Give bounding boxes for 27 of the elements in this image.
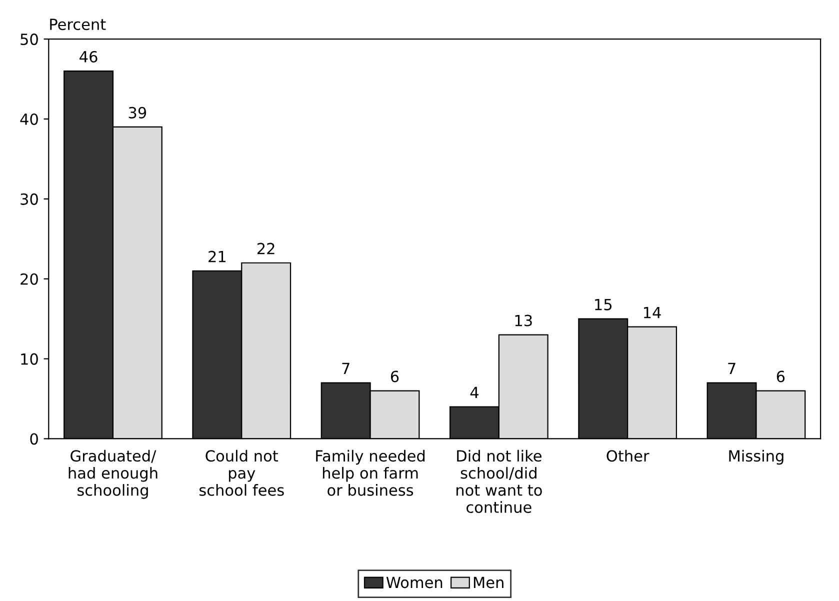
data-label: 13 xyxy=(515,314,532,326)
x-tick-label: Could not pay school fees xyxy=(199,450,284,496)
y-axis-title: Percent xyxy=(50,18,106,30)
y-tick-label: 0 xyxy=(30,433,38,445)
legend-label: Men xyxy=(474,576,504,588)
data-label: 46 xyxy=(80,50,98,63)
x-tick-label: Family needed help on farm or business xyxy=(316,450,425,496)
x-tick-label: Missing xyxy=(729,450,784,465)
y-tick-label: 10 xyxy=(21,353,38,365)
data-label: 39 xyxy=(128,106,146,118)
data-label: 7 xyxy=(728,362,736,374)
data-label: 6 xyxy=(390,370,399,382)
x-tick-label: Did not like school/did not want to continue xyxy=(456,450,542,513)
x-tick-label: Graduated/ had enough schooling xyxy=(68,450,158,499)
data-label: 6 xyxy=(776,370,785,382)
y-tick-label: 30 xyxy=(20,193,38,205)
y-tick-label: 20 xyxy=(20,273,38,285)
data-label: 15 xyxy=(595,298,612,310)
data-label: 21 xyxy=(208,250,226,262)
data-label: 4 xyxy=(470,386,478,398)
data-label: 22 xyxy=(257,242,274,254)
data-label: 7 xyxy=(342,362,350,374)
y-tick-label: 40 xyxy=(20,113,38,126)
y-tick-label: 50 xyxy=(20,34,38,46)
x-tick-label: Other xyxy=(606,450,650,462)
legend-label: Women xyxy=(386,576,442,588)
data-label: 14 xyxy=(644,306,661,318)
